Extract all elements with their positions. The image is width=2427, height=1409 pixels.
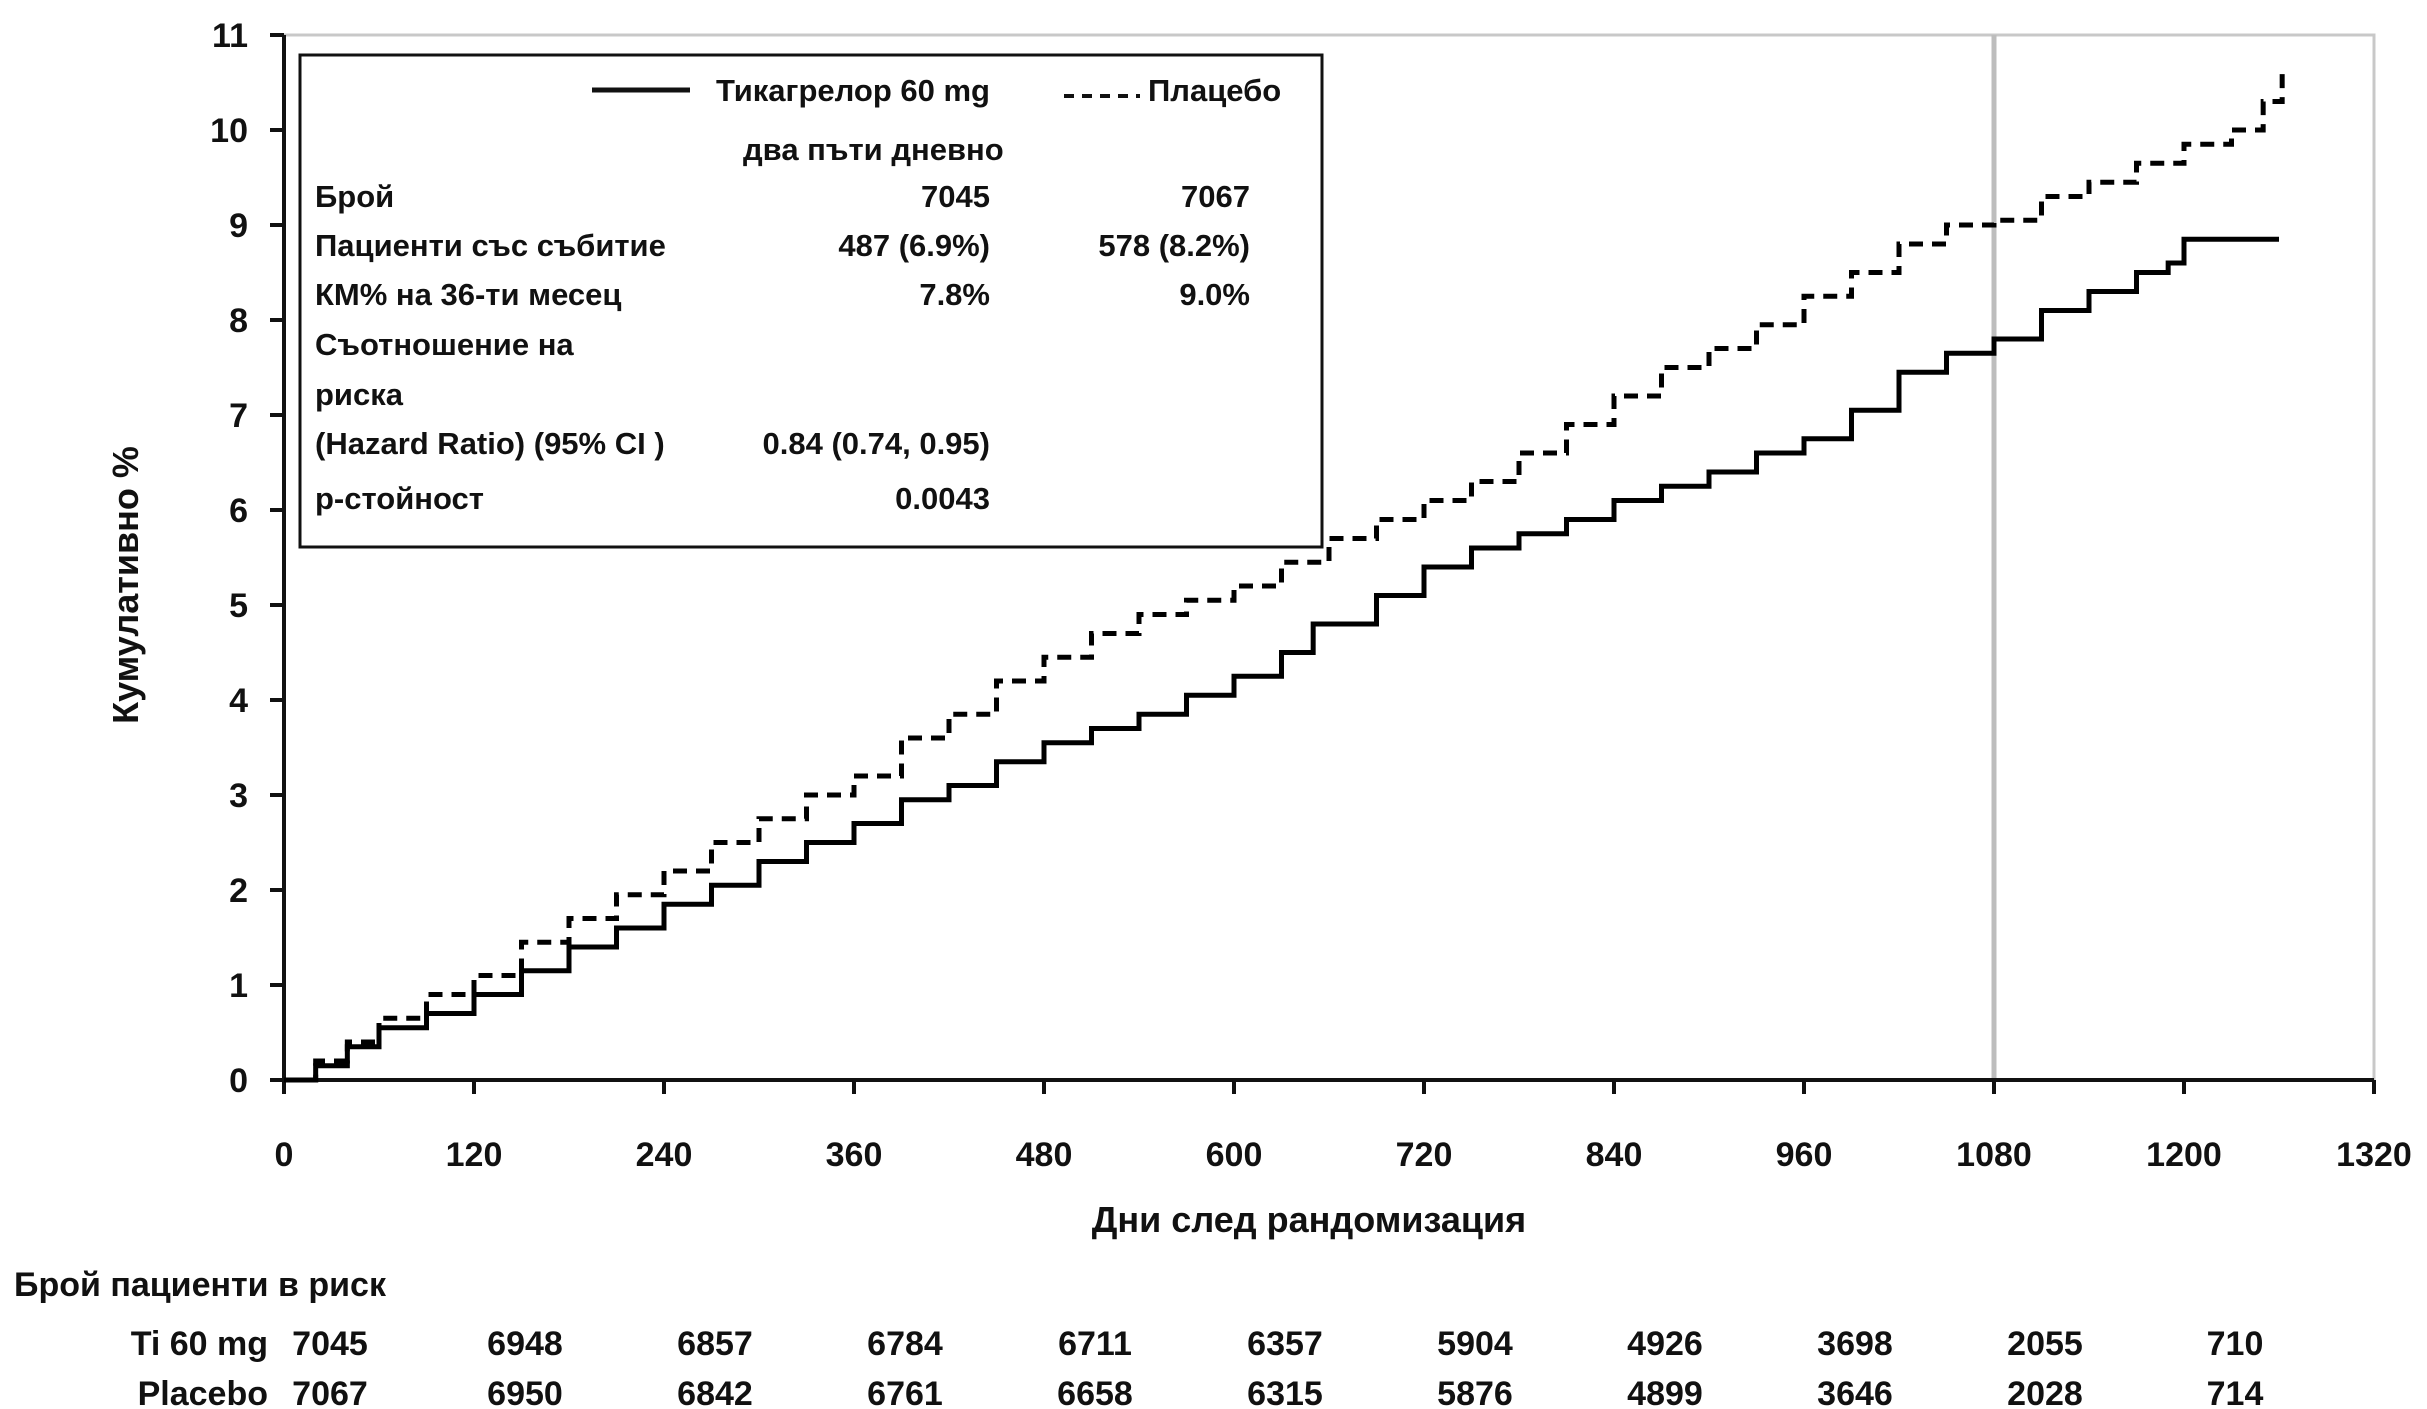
risk-cell: 6711 (1058, 1325, 1132, 1363)
legend-row-label: риска (315, 377, 404, 412)
legend-row-ti-value: 7045 (921, 179, 990, 214)
legend-row-label: Съотношение на (315, 327, 574, 362)
risk-cell: 4926 (1627, 1325, 1703, 1363)
x-axis-title: Дни след рандомизация (1092, 1199, 1526, 1240)
legend-series-label: Тикагрелор 60 mg (716, 73, 990, 108)
legend-row-label: КМ% на 36-ти месец (315, 277, 621, 312)
series-line-placebo (284, 68, 2285, 1083)
risk-cell: 714 (2207, 1375, 2264, 1409)
risk-row-label: Ti 60 mg (131, 1325, 268, 1363)
x-tick-label: 1080 (1956, 1136, 2032, 1174)
risk-row-label: Placebo (138, 1375, 268, 1409)
x-tick-label: 1200 (2146, 1136, 2222, 1174)
risk-cell: 710 (2207, 1325, 2264, 1363)
legend-row-ti-value: 0.84 (0.74, 0.95) (763, 426, 991, 461)
y-tick-label: 11 (212, 17, 248, 55)
x-tick-label: 360 (826, 1136, 883, 1174)
risk-cell: 6357 (1247, 1325, 1323, 1363)
y-tick-label: 7 (229, 397, 248, 435)
risk-cell: 6948 (487, 1325, 563, 1363)
legend-row-ti-value: 0.0043 (895, 481, 990, 516)
x-tick-label: 240 (636, 1136, 693, 1174)
legend-row-label: Пациенти със събитие (315, 228, 666, 263)
x-tick-label: 0 (275, 1136, 294, 1174)
legend-series-label: Плацебо (1148, 73, 1281, 108)
series-group (284, 68, 2285, 1083)
y-tick-label: 4 (229, 682, 248, 720)
x-tick-label: 1320 (2336, 1136, 2412, 1174)
risk-cell: 6784 (867, 1325, 943, 1363)
legend-row-label: (Hazard Ratio) (95% CI ) (315, 426, 665, 461)
x-tick-label: 120 (446, 1136, 503, 1174)
risk-cell: 4899 (1627, 1375, 1703, 1409)
risk-cell: 7067 (292, 1375, 368, 1409)
risk-cell: 6950 (487, 1375, 563, 1409)
legend-row-pl-value: 9.0% (1179, 277, 1250, 312)
axes-group: 0 1 2 3 4 5 6 7 8 9 10 11 0 120 240 360 480 600 720 840 960 1… (210, 17, 2412, 1174)
y-tick-label: 2 (229, 872, 248, 910)
x-tick-label: 840 (1586, 1136, 1643, 1174)
y-tick-label: 10 (210, 112, 248, 150)
risk-table: Брой пациенти в риск Ti 60 mg 7045 6948 6857… (14, 1266, 2263, 1409)
risk-cell: 6315 (1247, 1375, 1323, 1409)
risk-cell: 2028 (2007, 1375, 2083, 1409)
y-tick-label: 1 (229, 967, 248, 1005)
series-line-ticagrelor (284, 236, 2279, 1083)
x-tick-label: 960 (1776, 1136, 1833, 1174)
legend-group: Тикагрелор 60 mg Плацебо два пъти дневно Бр… (298, 53, 1324, 549)
risk-cell: 3646 (1817, 1375, 1893, 1409)
risk-cell: 6761 (867, 1375, 943, 1409)
legend-row-pl-value: 578 (8.2%) (1098, 228, 1250, 263)
y-tick-label: 5 (229, 587, 248, 625)
legend-box (298, 53, 1324, 549)
risk-cell: 3698 (1817, 1325, 1893, 1363)
legend-series-label-line2: два пъти дневно (743, 132, 1004, 167)
y-axis-title: Кумулативно % (105, 446, 146, 724)
legend-row-label: Брой (315, 179, 394, 214)
risk-cell: 2055 (2007, 1325, 2083, 1363)
risk-table-title: Брой пациенти в риск (14, 1266, 387, 1304)
y-tick-label: 8 (229, 302, 248, 340)
y-tick-label: 9 (229, 207, 248, 245)
x-tick-label: 600 (1206, 1136, 1263, 1174)
legend-row-label: р-стойност (315, 481, 484, 516)
y-tick-label: 0 (229, 1062, 248, 1100)
legend-row-pl-value: 7067 (1181, 179, 1250, 214)
risk-cell: 6658 (1057, 1375, 1133, 1409)
legend-row-ti-value: 487 (6.9%) (838, 228, 990, 263)
risk-cell: 5904 (1437, 1325, 1513, 1363)
y-tick-label: 6 (229, 492, 248, 530)
x-tick-label: 480 (1016, 1136, 1073, 1174)
risk-cell: 6842 (677, 1375, 753, 1409)
legend-row-ti-value: 7.8% (919, 277, 990, 312)
x-tick-label: 720 (1396, 1136, 1453, 1174)
risk-cell: 7045 (292, 1325, 368, 1363)
risk-cell: 6857 (677, 1325, 753, 1363)
risk-cell: 5876 (1437, 1375, 1513, 1409)
y-tick-label: 3 (229, 777, 248, 815)
